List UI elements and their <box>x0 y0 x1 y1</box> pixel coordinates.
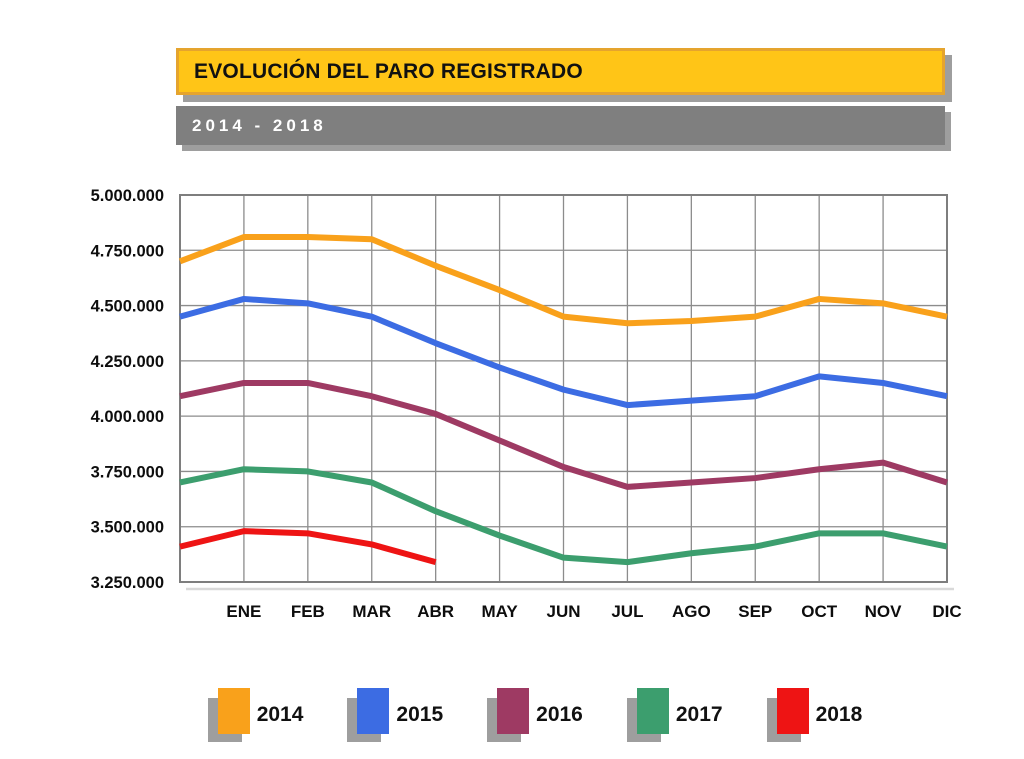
chart-canvas: 5.000.000 4.750.000 4.500.000 4.250.000 4.00… <box>91 187 962 621</box>
x-tick-label: MAR <box>352 602 391 621</box>
x-tick-label: ABR <box>417 602 454 621</box>
legend-swatch-2014 <box>217 688 250 734</box>
x-tick-label: MAY <box>481 602 518 621</box>
series-line-2016 <box>179 379 948 490</box>
x-tick-label: DIC <box>932 602 961 621</box>
chart-title-banner: EVOLUCIÓN DEL PARO REGISTRADO <box>176 48 945 95</box>
chart-subtitle-banner: 2014 - 2018 <box>176 106 945 145</box>
legend-label-2018: 2018 <box>815 703 863 726</box>
line-chart-figure: 5.000.000 4.750.000 4.500.000 4.250.000 4.00… <box>80 185 970 635</box>
x-tick-label: AGO <box>672 602 711 621</box>
y-tick-label: 4.500.000 <box>91 298 164 316</box>
series-line-2018 <box>179 528 437 565</box>
legend-swatch-2016 <box>497 688 530 734</box>
legend-label-2014: 2014 <box>256 703 304 726</box>
legend-label-2016: 2016 <box>536 703 583 726</box>
chart-legend: 2014 2015 2016 2017 2018 <box>0 688 1024 742</box>
legend-swatch-2015 <box>357 688 390 734</box>
legend-swatch-2018 <box>776 688 809 734</box>
y-tick-label: 5.000.000 <box>91 187 164 205</box>
plot-border <box>179 194 948 583</box>
x-tick-label: ENE <box>226 602 261 621</box>
legend-item-2018: 2018 <box>766 688 863 742</box>
legend-item-2017: 2017 <box>626 688 723 742</box>
series-line-2017 <box>179 466 948 566</box>
y-tick-label: 4.250.000 <box>91 353 164 371</box>
series-line-2014 <box>178 234 948 327</box>
x-tick-label: JUL <box>611 602 643 621</box>
legend-item-2015: 2015 <box>347 688 443 742</box>
chart-title: EVOLUCIÓN DEL PARO REGISTRADO <box>194 59 583 83</box>
legend-item-2014: 2014 <box>207 688 304 742</box>
legend-swatch-wrap <box>207 688 252 742</box>
legend-swatch-wrap <box>626 688 671 742</box>
legend-swatch-wrap <box>347 688 391 742</box>
legend-item-2016: 2016 <box>487 688 583 742</box>
y-tick-label: 3.250.000 <box>91 574 164 592</box>
y-tick-label: 4.000.000 <box>91 408 164 426</box>
y-tick-label: 3.500.000 <box>91 519 164 537</box>
legend-swatch-wrap <box>766 688 811 742</box>
x-tick-label: FEB <box>291 602 325 621</box>
chart-subtitle: 2014 - 2018 <box>192 115 327 135</box>
legend-label-2015: 2015 <box>396 703 444 726</box>
x-tick-label: JUN <box>546 602 580 621</box>
x-axis-labels: ENE FEB MAR ABR MAY JUN JUL AGO SEP OCT NOV DIC <box>226 602 961 621</box>
x-tick-label: NOV <box>865 602 903 621</box>
series-line-2015 <box>179 295 948 409</box>
y-tick-label: 4.750.000 <box>91 242 164 260</box>
y-axis-labels: 5.000.000 4.750.000 4.500.000 4.250.000 4.00… <box>91 187 164 592</box>
legend-swatch-2017 <box>636 688 669 734</box>
legend-label-2017: 2017 <box>675 703 723 726</box>
x-tick-label: SEP <box>738 602 772 621</box>
legend-swatch-wrap <box>487 688 531 742</box>
x-tick-label: OCT <box>801 602 838 621</box>
y-tick-label: 3.750.000 <box>91 463 164 481</box>
